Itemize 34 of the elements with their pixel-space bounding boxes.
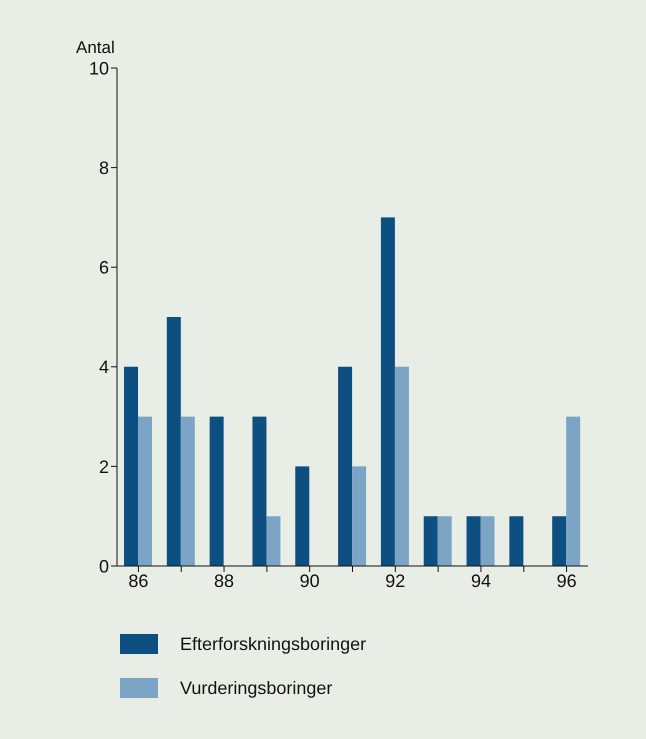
bar <box>266 516 280 566</box>
y-axis-title: Antal <box>76 38 115 58</box>
bar <box>480 516 495 566</box>
x-tick-label: 88 <box>214 570 234 591</box>
bar <box>338 366 352 566</box>
bar <box>138 416 152 566</box>
legend-label: Vurderingsboringer <box>180 678 332 698</box>
bar <box>252 416 266 566</box>
bar <box>438 516 452 566</box>
y-tick-label: 2 <box>98 456 109 477</box>
bar <box>509 516 524 566</box>
y-tick-label: 6 <box>98 258 109 278</box>
bar <box>394 366 409 566</box>
bar <box>552 516 566 566</box>
bar <box>180 416 195 566</box>
bar <box>566 416 580 566</box>
bar <box>124 366 138 566</box>
legend-label: Efterforskningsboringer <box>180 634 366 654</box>
bar <box>380 217 395 566</box>
bar <box>466 516 481 566</box>
x-tick-label: 96 <box>556 570 577 591</box>
x-tick-label: 86 <box>128 570 148 591</box>
bar <box>424 516 438 566</box>
bar <box>210 416 224 566</box>
bar <box>166 317 181 566</box>
x-tick-label: 94 <box>470 570 491 591</box>
bar <box>295 466 310 566</box>
x-tick-label: 90 <box>300 570 320 591</box>
y-tick-label: 10 <box>88 58 109 78</box>
y-tick-label: 0 <box>98 556 109 576</box>
bar <box>352 466 366 566</box>
x-tick-label: 92 <box>385 570 406 591</box>
y-tick-label: 8 <box>98 158 109 178</box>
y-tick-label: 4 <box>98 357 109 378</box>
